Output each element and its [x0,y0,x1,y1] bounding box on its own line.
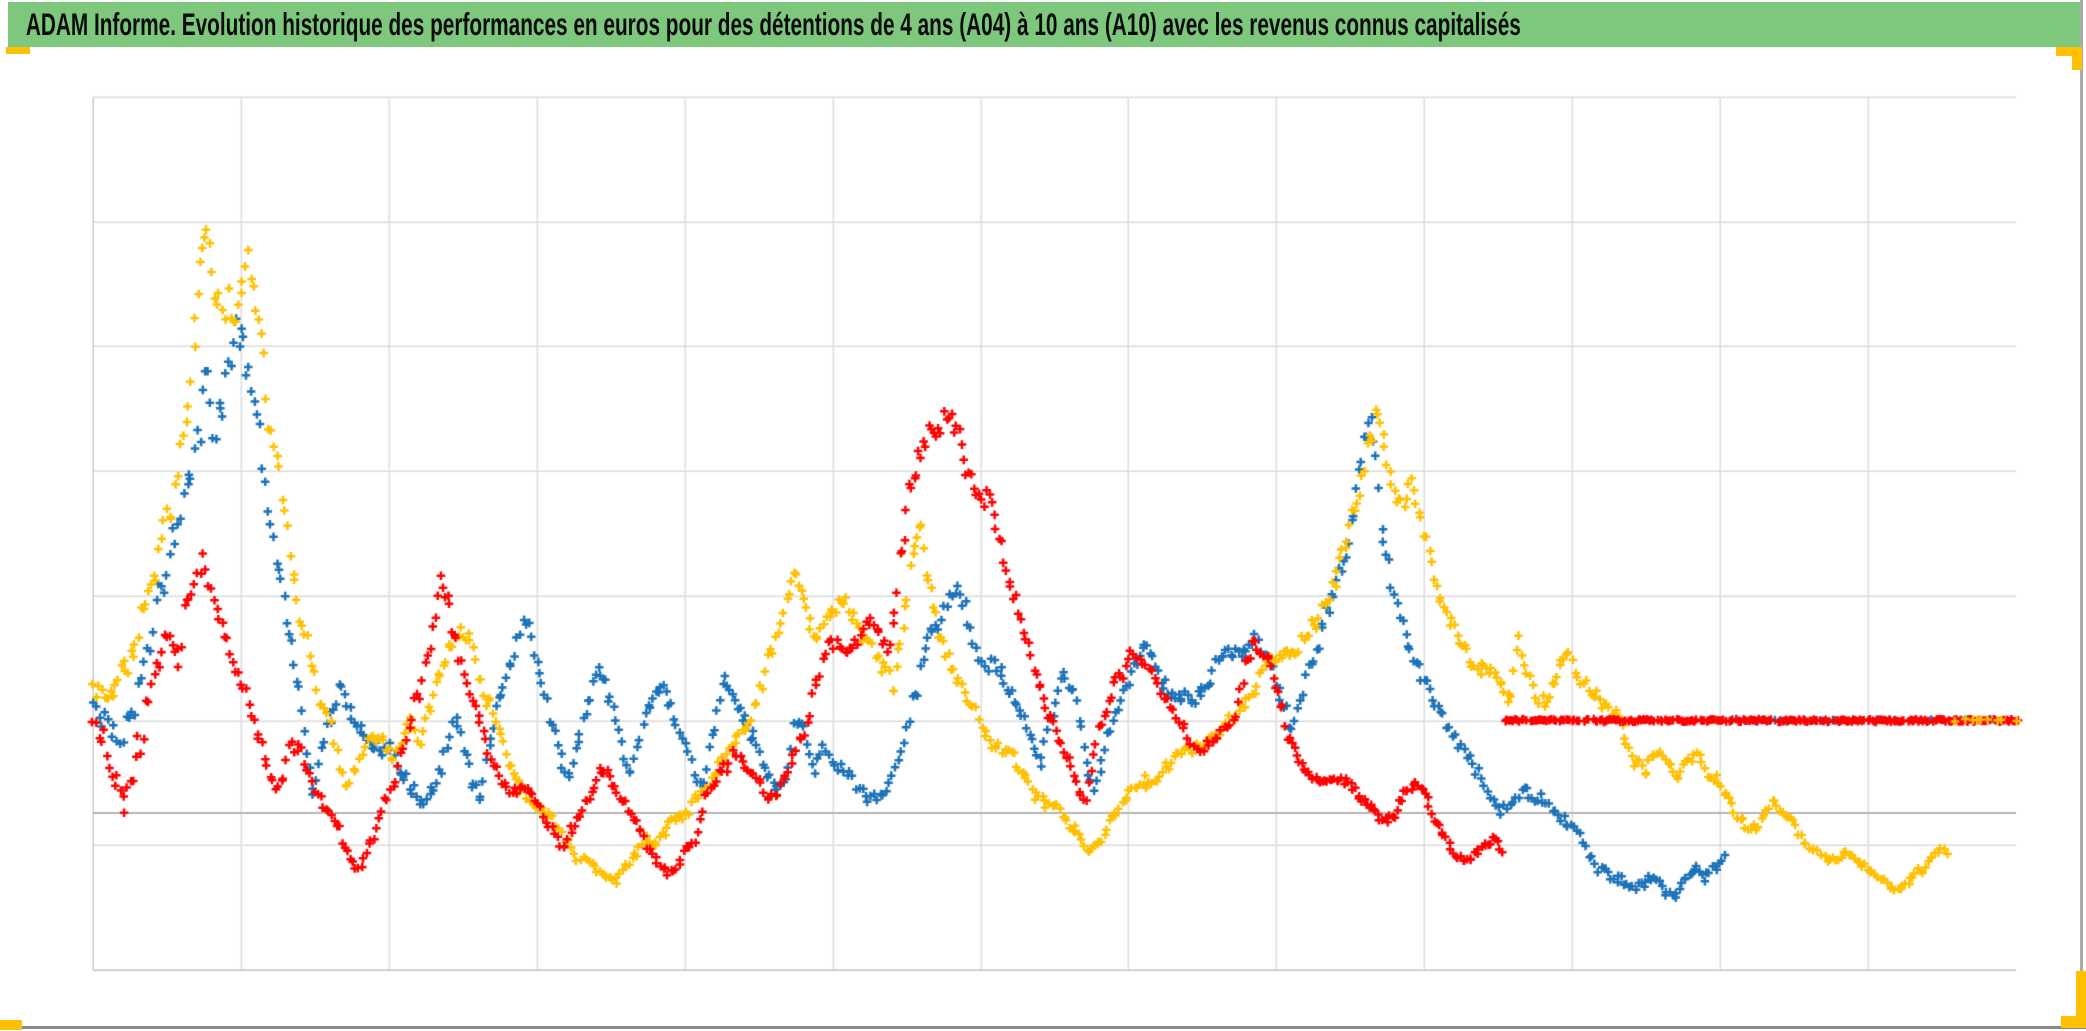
page-title: ADAM Informe. Evolution historique des p… [25,6,1521,42]
slide-bottom-border [0,1026,2086,1029]
corner-accent-bottom-left [0,1020,22,1030]
corner-accent-bottom-right-horizontal [2061,1016,2086,1028]
corner-accent-top-right-vertical [2072,47,2082,70]
corner-accent-top-left [6,47,30,54]
corner-accent-top-right-horizontal [2056,47,2082,56]
corner-accent-bottom-right-vertical [2076,971,2086,1028]
slide-right-border [2080,0,2083,1028]
title-bar: ADAM Informe. Evolution historique des p… [8,2,2082,47]
